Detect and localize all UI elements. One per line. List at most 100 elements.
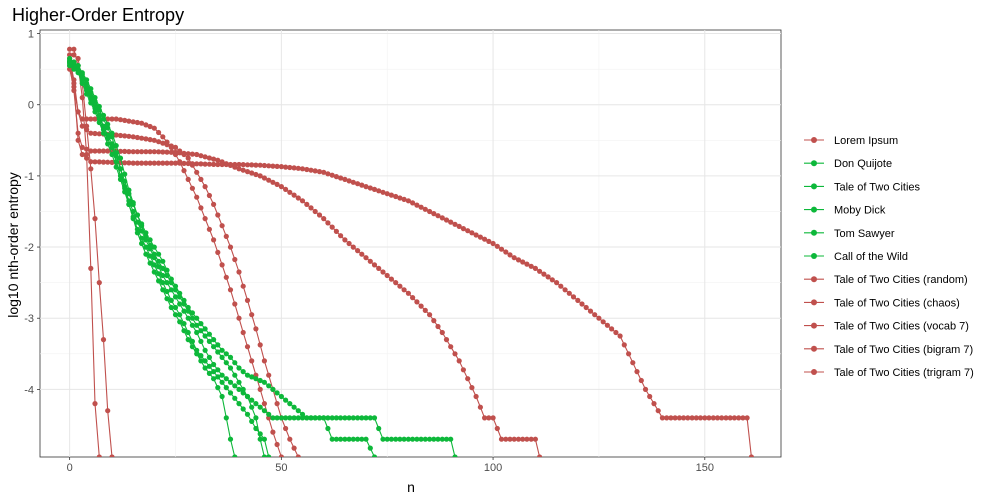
data-point bbox=[380, 436, 386, 442]
data-point bbox=[151, 137, 157, 143]
series-call-of-the-wild bbox=[67, 63, 272, 457]
data-point bbox=[160, 134, 166, 140]
data-point bbox=[388, 436, 394, 442]
data-point bbox=[105, 141, 111, 147]
data-point bbox=[219, 347, 225, 353]
data-point bbox=[503, 436, 509, 442]
data-point bbox=[295, 408, 301, 414]
data-point bbox=[172, 144, 179, 150]
data-point bbox=[473, 393, 479, 400]
data-point bbox=[439, 436, 445, 442]
data-point bbox=[456, 223, 462, 229]
data-point bbox=[253, 171, 259, 178]
data-point bbox=[122, 148, 128, 154]
data-point bbox=[215, 249, 221, 255]
legend-item: Call of the Wild bbox=[804, 251, 908, 263]
data-point bbox=[160, 149, 166, 155]
data-point bbox=[266, 415, 272, 421]
data-point bbox=[181, 297, 187, 303]
y-tick-label: 1 bbox=[28, 29, 34, 41]
data-point bbox=[202, 154, 208, 160]
data-point bbox=[206, 155, 212, 161]
data-point bbox=[249, 358, 255, 364]
data-point bbox=[223, 360, 229, 366]
data-point bbox=[244, 162, 251, 168]
data-point bbox=[88, 265, 94, 271]
data-point bbox=[156, 271, 162, 277]
data-point bbox=[321, 216, 327, 222]
data-point bbox=[363, 415, 369, 421]
data-point bbox=[160, 258, 166, 264]
legend-label: Call of the Wild bbox=[834, 251, 908, 263]
data-point bbox=[346, 240, 352, 247]
data-point bbox=[236, 379, 242, 385]
data-point bbox=[139, 149, 145, 155]
data-point bbox=[126, 133, 132, 139]
data-point bbox=[274, 390, 280, 396]
data-point bbox=[215, 342, 221, 348]
data-point bbox=[198, 338, 204, 344]
data-point bbox=[105, 159, 111, 165]
data-point bbox=[325, 415, 331, 421]
data-point bbox=[96, 119, 102, 126]
data-point bbox=[613, 329, 619, 336]
data-point bbox=[215, 374, 221, 380]
data-point bbox=[134, 226, 140, 232]
data-point bbox=[338, 175, 344, 181]
data-point bbox=[84, 91, 90, 97]
data-point bbox=[418, 436, 424, 442]
data-point bbox=[511, 255, 517, 261]
data-point bbox=[147, 123, 153, 130]
legend-key-marker bbox=[811, 229, 817, 236]
data-point bbox=[232, 383, 238, 389]
data-point bbox=[617, 333, 623, 339]
data-point bbox=[160, 272, 166, 279]
data-point bbox=[465, 376, 471, 382]
data-point bbox=[164, 296, 170, 302]
data-point bbox=[139, 240, 145, 247]
data-point bbox=[194, 194, 200, 200]
data-point bbox=[456, 358, 462, 364]
data-point bbox=[380, 269, 386, 275]
data-point bbox=[583, 304, 589, 311]
data-point bbox=[325, 171, 331, 177]
data-point bbox=[198, 353, 204, 359]
data-point bbox=[291, 445, 297, 451]
data-point bbox=[189, 185, 195, 191]
data-point bbox=[211, 344, 217, 350]
data-point bbox=[236, 386, 242, 392]
data-point bbox=[295, 195, 301, 201]
data-point bbox=[147, 260, 153, 266]
data-point bbox=[206, 161, 212, 167]
data-point bbox=[596, 315, 602, 321]
data-point bbox=[126, 118, 132, 124]
data-point bbox=[266, 383, 272, 389]
data-point bbox=[143, 230, 149, 236]
legend-item: Moby Dick bbox=[804, 205, 886, 217]
data-point bbox=[168, 304, 174, 311]
data-point bbox=[194, 151, 200, 158]
data-point bbox=[160, 265, 166, 271]
data-point bbox=[350, 244, 356, 250]
data-point bbox=[401, 196, 407, 202]
data-point bbox=[75, 130, 81, 136]
data-point bbox=[130, 214, 136, 220]
data-point bbox=[75, 55, 81, 62]
data-point bbox=[435, 323, 441, 330]
data-point bbox=[122, 117, 128, 123]
data-point bbox=[130, 149, 136, 155]
data-point bbox=[748, 454, 754, 457]
data-point bbox=[219, 262, 225, 268]
data-point bbox=[626, 351, 632, 357]
data-point bbox=[261, 162, 267, 169]
data-point bbox=[240, 329, 246, 336]
data-point bbox=[113, 143, 119, 149]
y-tick-label: -2 bbox=[24, 242, 34, 254]
data-point bbox=[189, 344, 195, 350]
data-point bbox=[211, 369, 217, 375]
data-point bbox=[202, 365, 208, 371]
data-point bbox=[308, 415, 314, 421]
data-point bbox=[185, 304, 191, 311]
data-point bbox=[562, 287, 568, 293]
data-point bbox=[177, 290, 183, 296]
